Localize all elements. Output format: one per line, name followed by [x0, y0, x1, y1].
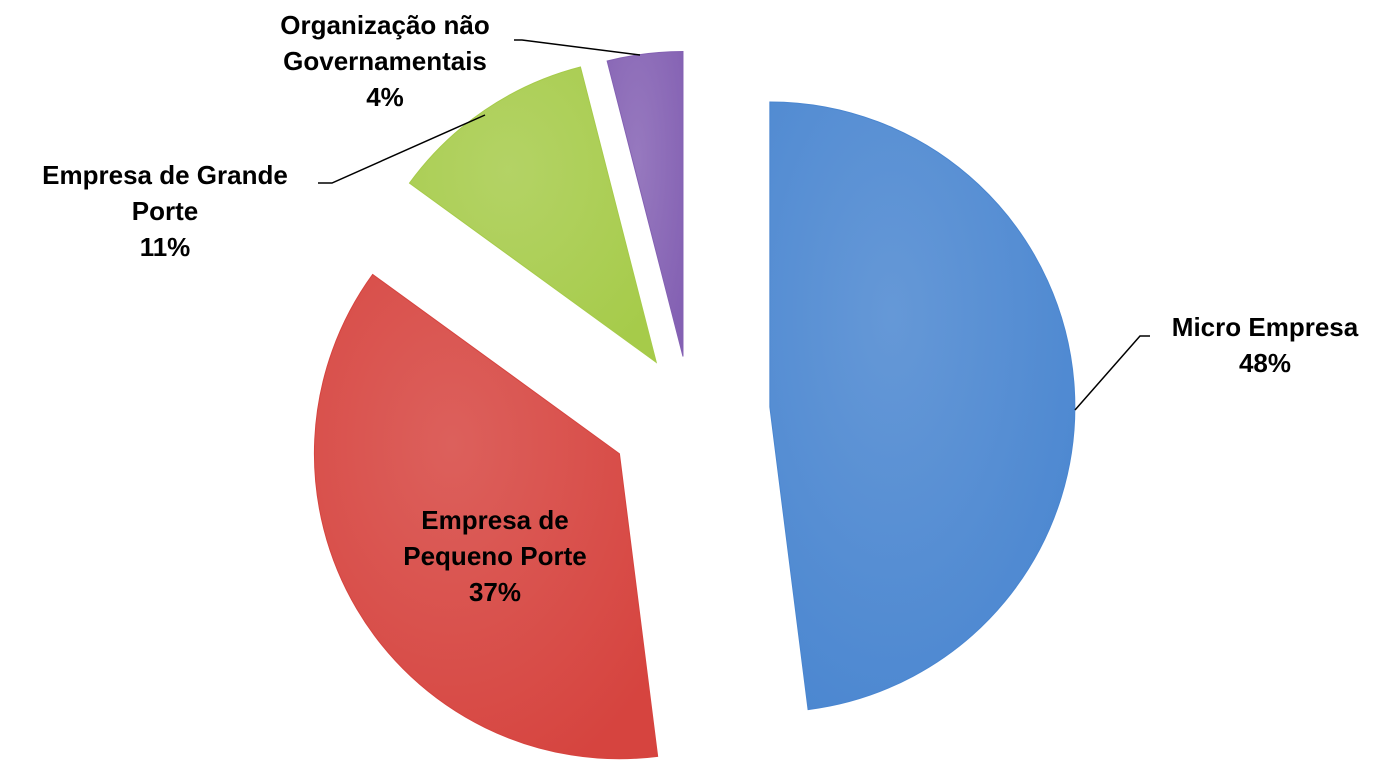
leader-line — [318, 114, 486, 184]
pie-slice — [408, 66, 658, 364]
label-name: Organização não Governamentais — [280, 10, 490, 76]
label-name: Empresa de Pequeno Porte — [403, 505, 587, 571]
data-label: Empresa de Grande Porte 11% — [10, 157, 320, 265]
label-value: 11% — [139, 232, 191, 262]
pie-slice — [313, 273, 659, 760]
pie-slice — [606, 50, 684, 357]
label-value: 37% — [468, 577, 522, 607]
leader-line — [514, 39, 641, 56]
label-name: Empresa de Grande Porte — [42, 160, 288, 226]
leader-line — [1074, 335, 1150, 411]
pie-slice — [769, 101, 1076, 711]
label-name: Micro Empresa — [1171, 312, 1359, 342]
label-value: 48% — [1238, 348, 1292, 378]
data-label: Micro Empresa 48% — [1140, 309, 1385, 381]
data-label: Empresa de Pequeno Porte 37% — [375, 502, 615, 610]
data-label: Organização não Governamentais 4% — [250, 7, 520, 115]
label-value: 4% — [366, 82, 404, 112]
